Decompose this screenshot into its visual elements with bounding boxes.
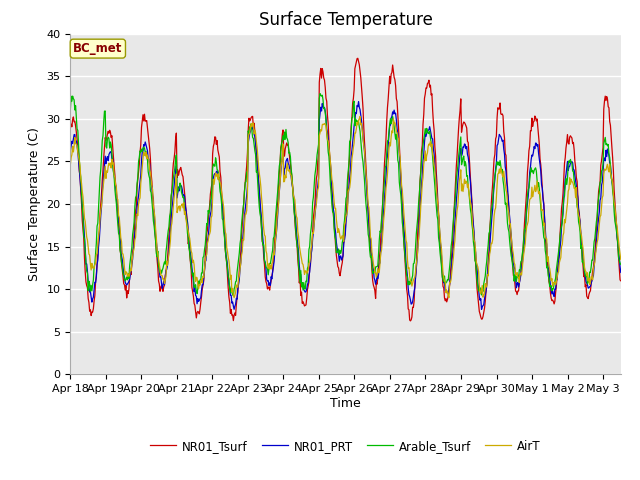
Line: NR01_PRT: NR01_PRT bbox=[70, 102, 621, 310]
NR01_PRT bbox=[143, 148, 151, 154]
X-axis label: Time: Time bbox=[330, 397, 361, 410]
NR01_PRT bbox=[322, 115, 330, 120]
Arable_Tsurf bbox=[617, 262, 625, 267]
AirT bbox=[302, 268, 310, 274]
Legend: NR01_Tsurf, NR01_PRT, Arable_Tsurf, AirT: NR01_Tsurf, NR01_PRT, Arable_Tsurf, AirT bbox=[145, 435, 546, 457]
Arable_Tsurf bbox=[68, 93, 76, 99]
NR01_Tsurf bbox=[463, 125, 470, 131]
Title: Surface Temperature: Surface Temperature bbox=[259, 11, 433, 29]
NR01_Tsurf bbox=[354, 55, 362, 61]
NR01_PRT bbox=[476, 294, 483, 300]
NR01_Tsurf bbox=[68, 117, 76, 122]
NR01_Tsurf bbox=[617, 278, 625, 284]
AirT bbox=[68, 144, 76, 149]
Line: AirT: AirT bbox=[70, 117, 621, 298]
NR01_Tsurf bbox=[406, 318, 414, 324]
Arable_Tsurf bbox=[316, 91, 324, 96]
NR01_PRT bbox=[617, 270, 625, 276]
Text: BC_met: BC_met bbox=[73, 42, 122, 55]
Line: NR01_Tsurf: NR01_Tsurf bbox=[70, 58, 621, 321]
Arable_Tsurf bbox=[463, 173, 470, 179]
NR01_Tsurf bbox=[301, 302, 309, 308]
AirT bbox=[476, 289, 484, 295]
NR01_Tsurf bbox=[322, 96, 330, 101]
Arable_Tsurf bbox=[302, 278, 310, 284]
AirT bbox=[323, 129, 330, 135]
NR01_PRT bbox=[68, 141, 76, 146]
NR01_Tsurf bbox=[143, 125, 151, 131]
AirT bbox=[356, 114, 364, 120]
NR01_PRT bbox=[462, 146, 470, 152]
AirT bbox=[230, 295, 238, 300]
Arable_Tsurf bbox=[143, 156, 151, 162]
NR01_PRT bbox=[301, 289, 309, 295]
AirT bbox=[67, 161, 74, 167]
Arable_Tsurf bbox=[230, 293, 237, 299]
Line: Arable_Tsurf: Arable_Tsurf bbox=[70, 94, 621, 296]
NR01_PRT bbox=[67, 148, 74, 154]
NR01_PRT bbox=[477, 307, 485, 312]
NR01_PRT bbox=[355, 99, 362, 105]
AirT bbox=[617, 257, 625, 263]
Arable_Tsurf bbox=[67, 106, 74, 111]
Arable_Tsurf bbox=[324, 137, 332, 143]
Arable_Tsurf bbox=[476, 285, 484, 290]
NR01_Tsurf bbox=[67, 125, 74, 131]
AirT bbox=[143, 152, 151, 158]
AirT bbox=[463, 179, 470, 185]
NR01_Tsurf bbox=[476, 311, 484, 317]
Y-axis label: Surface Temperature (C): Surface Temperature (C) bbox=[28, 127, 41, 281]
